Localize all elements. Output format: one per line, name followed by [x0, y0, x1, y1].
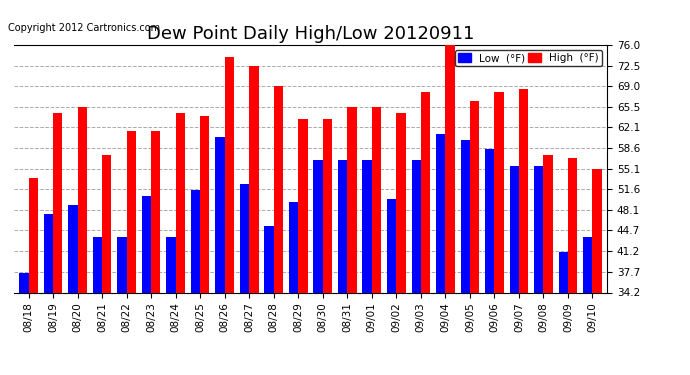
Bar — [176, 113, 185, 375]
Bar — [191, 190, 200, 375]
Bar — [68, 205, 77, 375]
Bar — [289, 202, 298, 375]
Bar — [142, 196, 151, 375]
Bar — [264, 226, 274, 375]
Title: Dew Point Daily High/Low 20120911: Dew Point Daily High/Low 20120911 — [147, 26, 474, 44]
Bar — [411, 160, 421, 375]
Bar — [92, 237, 102, 375]
Bar — [43, 214, 53, 375]
Bar — [396, 113, 406, 375]
Bar — [445, 45, 455, 375]
Bar — [117, 237, 126, 375]
Bar — [53, 113, 62, 375]
Bar — [323, 119, 332, 375]
Bar — [298, 119, 308, 375]
Bar — [510, 166, 519, 375]
Bar — [77, 107, 87, 375]
Bar — [200, 116, 210, 375]
Bar — [274, 87, 283, 375]
Bar — [102, 154, 111, 375]
Bar — [534, 166, 544, 375]
Bar — [215, 137, 225, 375]
Bar — [372, 107, 381, 375]
Bar — [362, 160, 372, 375]
Bar — [240, 184, 249, 375]
Bar — [126, 131, 136, 375]
Bar — [495, 92, 504, 375]
Bar — [225, 57, 234, 375]
Bar — [151, 131, 161, 375]
Bar — [470, 101, 479, 375]
Bar — [421, 92, 430, 375]
Bar — [568, 158, 578, 375]
Bar — [593, 170, 602, 375]
Bar — [347, 107, 357, 375]
Bar — [313, 160, 323, 375]
Text: Copyright 2012 Cartronics.com: Copyright 2012 Cartronics.com — [8, 23, 160, 33]
Bar — [583, 237, 593, 375]
Bar — [28, 178, 38, 375]
Bar — [559, 252, 568, 375]
Bar — [485, 148, 495, 375]
Bar — [338, 160, 347, 375]
Legend: Low  (°F), High  (°F): Low (°F), High (°F) — [455, 50, 602, 66]
Bar — [460, 140, 470, 375]
Bar — [166, 237, 176, 375]
Bar — [544, 154, 553, 375]
Bar — [249, 66, 259, 375]
Bar — [387, 199, 396, 375]
Bar — [19, 273, 28, 375]
Bar — [519, 89, 529, 375]
Bar — [436, 134, 445, 375]
